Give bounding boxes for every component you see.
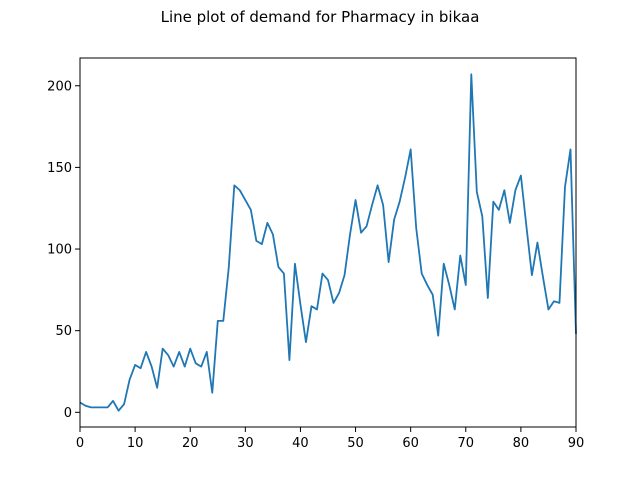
y-tick-label: 0 bbox=[64, 406, 72, 421]
x-axis: 0 10 20 30 40 50 60 70 80 90 bbox=[76, 427, 584, 451]
x-tick-label: 70 bbox=[458, 436, 475, 451]
series-line-0 bbox=[79, 73, 577, 412]
x-tick-label: 30 bbox=[237, 436, 254, 451]
x-tick-label: 20 bbox=[182, 436, 199, 451]
x-tick-label: 10 bbox=[127, 436, 144, 451]
y-tick-label: 100 bbox=[47, 243, 72, 258]
axes-frame bbox=[79, 57, 577, 428]
y-tick-label: 50 bbox=[55, 324, 72, 339]
x-tick-label: 80 bbox=[513, 436, 530, 451]
y-tick-label: 150 bbox=[47, 161, 72, 176]
x-tick-label: 90 bbox=[568, 436, 585, 451]
chart-title: Line plot of demand for Pharmacy in bika… bbox=[161, 8, 480, 26]
plot-area bbox=[79, 73, 577, 412]
x-tick-label: 40 bbox=[292, 436, 309, 451]
x-tick-label: 60 bbox=[402, 436, 419, 451]
x-tick-label: 50 bbox=[347, 436, 364, 451]
y-tick-label: 200 bbox=[47, 79, 72, 94]
x-tick-label: 0 bbox=[76, 436, 84, 451]
y-axis: 0 50 100 150 200 bbox=[47, 79, 80, 421]
